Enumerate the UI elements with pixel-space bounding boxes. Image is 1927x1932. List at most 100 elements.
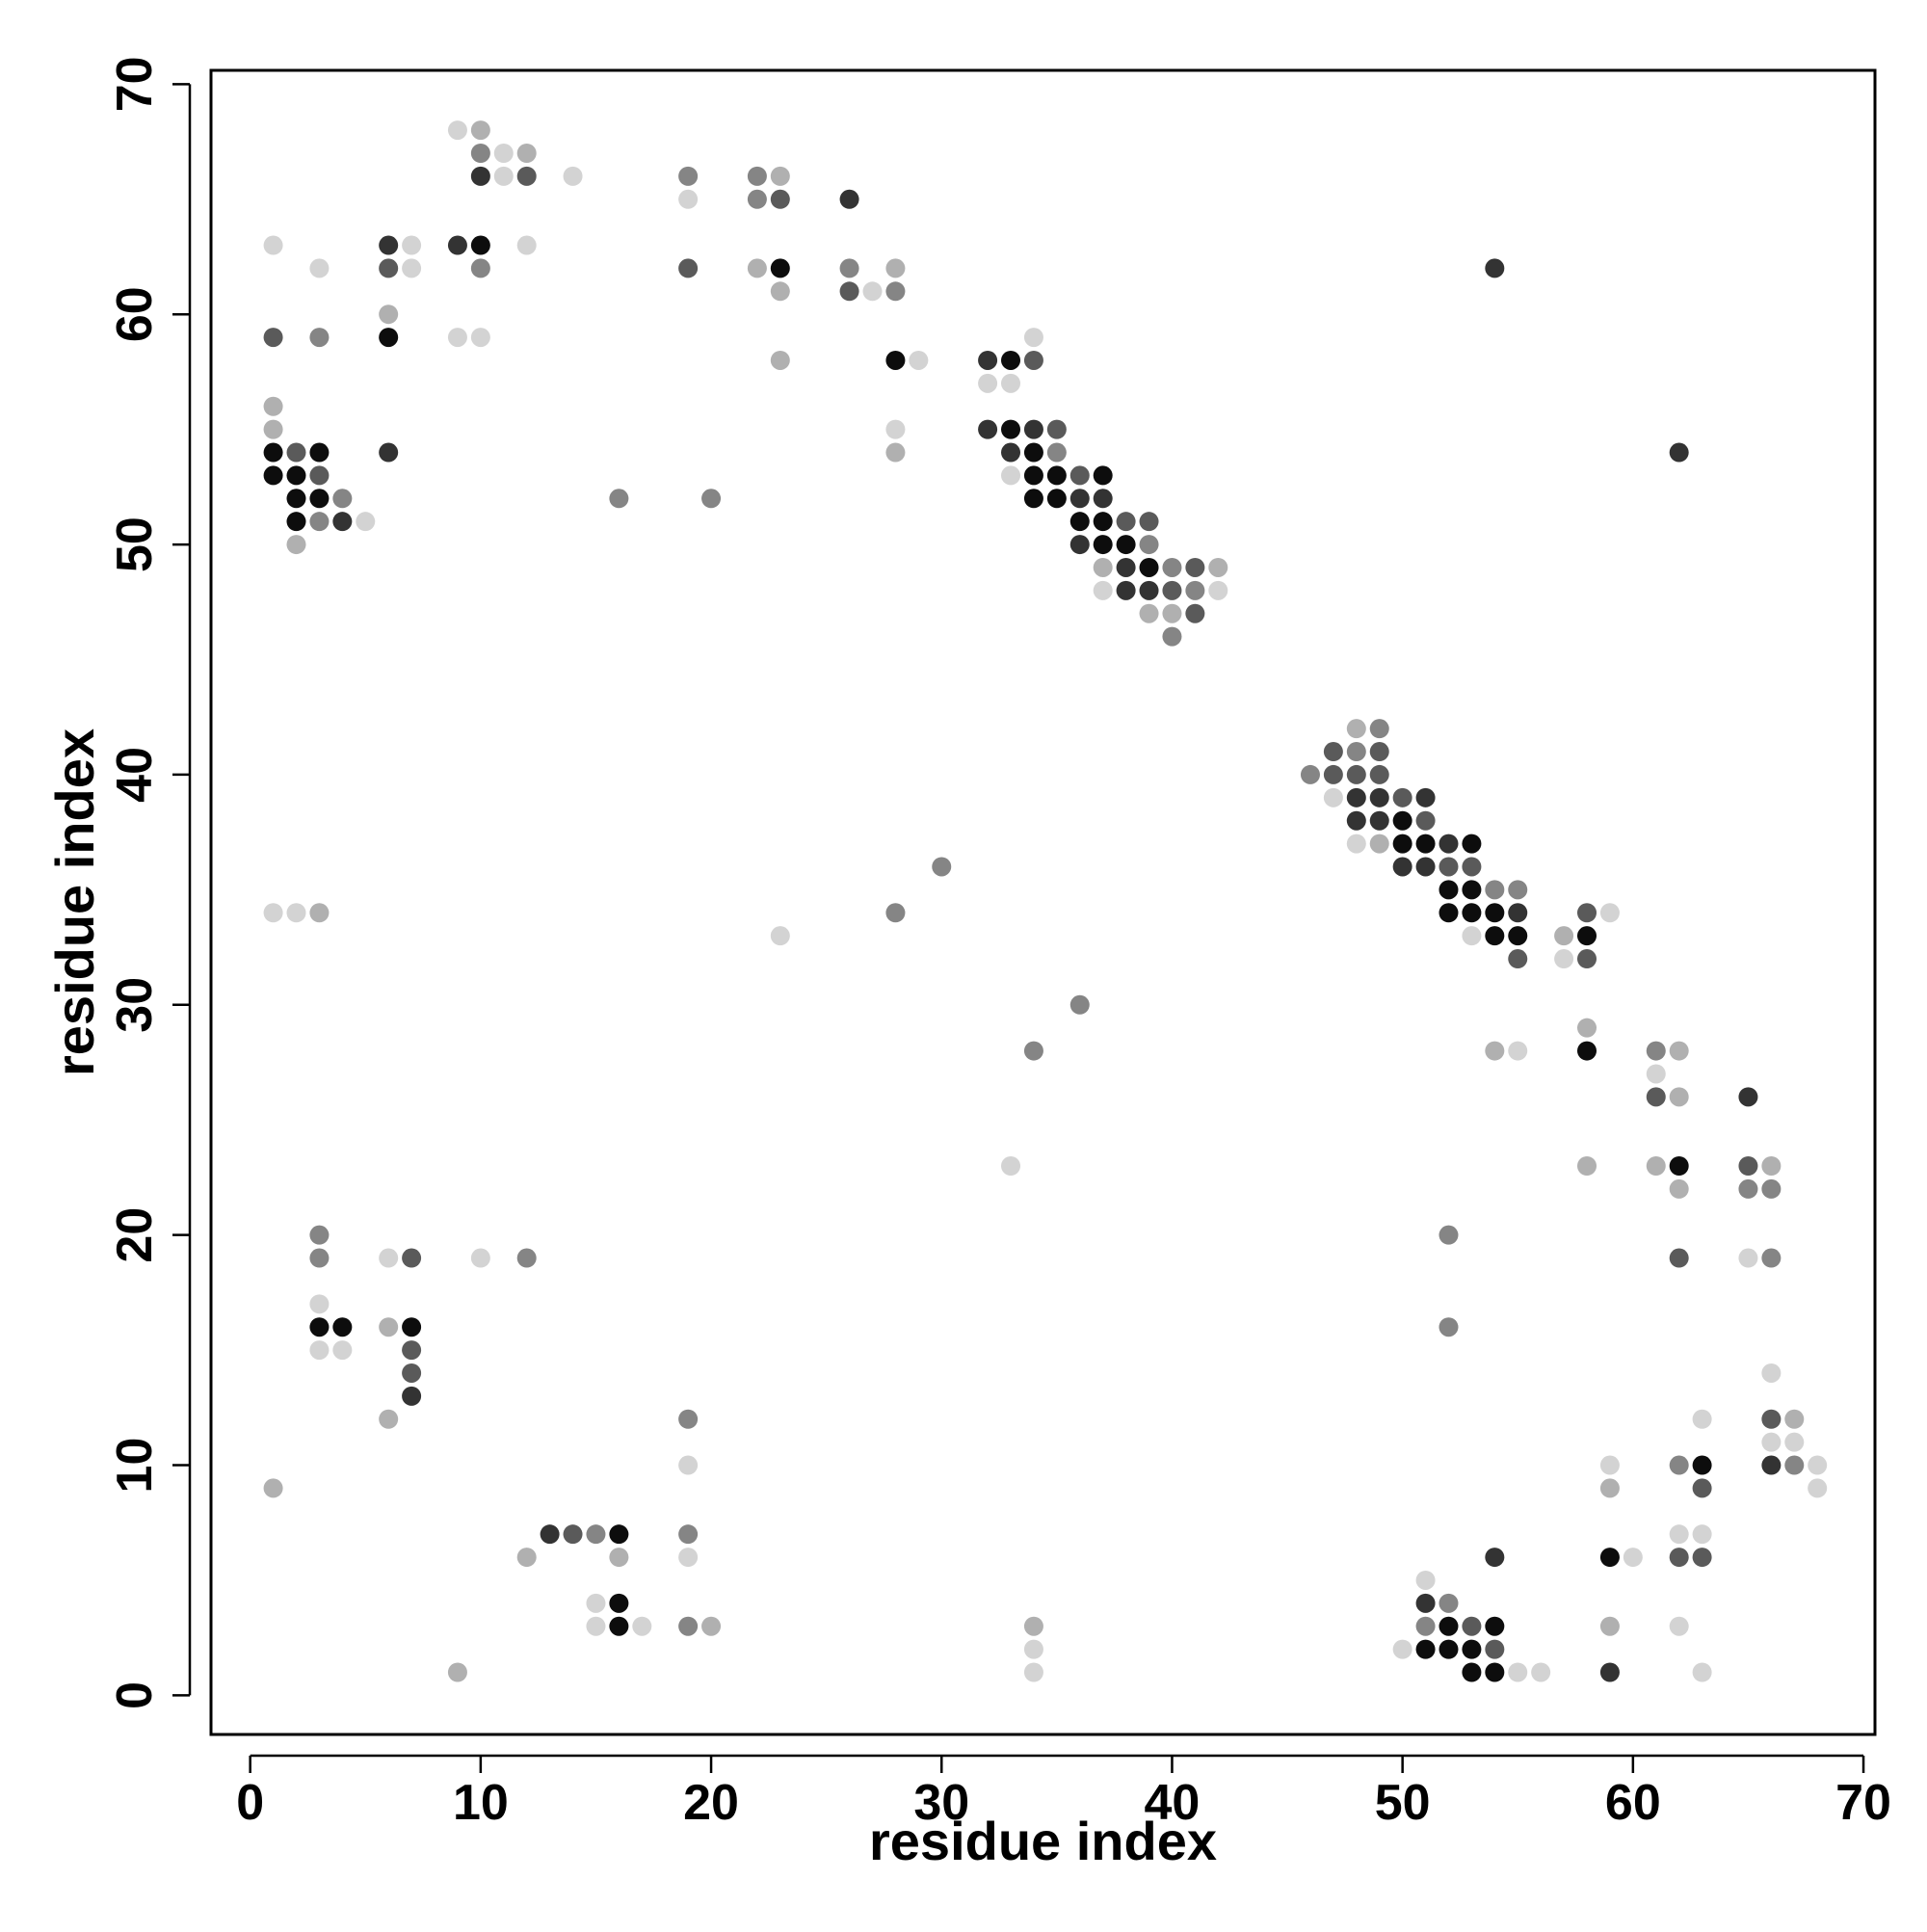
contact-point <box>1485 1616 1505 1636</box>
contact-point <box>1692 1478 1712 1498</box>
contact-point <box>1462 834 1482 854</box>
contact-point <box>770 166 790 186</box>
contact-point <box>678 166 699 186</box>
contact-point <box>1415 1616 1436 1636</box>
contact-point <box>1023 350 1043 370</box>
contact-point <box>678 1548 699 1568</box>
x-tick-label: 60 <box>1605 1775 1661 1831</box>
contact-point <box>1738 1156 1758 1177</box>
contact-point <box>447 328 467 348</box>
contact-point <box>1808 1478 1828 1498</box>
contact-point <box>1323 764 1343 784</box>
contact-point <box>379 328 399 348</box>
contact-point <box>286 489 306 509</box>
y-tick-label: 30 <box>107 977 163 1033</box>
contact-point <box>1485 1662 1505 1682</box>
contact-point <box>1046 442 1067 463</box>
y-axis-label: residue index <box>44 728 105 1076</box>
contact-point <box>1669 1524 1689 1545</box>
contact-point <box>1485 880 1505 900</box>
contact-point <box>1669 1178 1689 1199</box>
contact-point <box>286 442 306 463</box>
contact-point <box>1300 764 1320 784</box>
contact-point <box>701 489 722 509</box>
contact-point <box>1369 764 1389 784</box>
contact-point <box>1808 1455 1828 1475</box>
contact-point <box>1738 1178 1758 1199</box>
contact-point <box>632 1616 652 1636</box>
contact-point <box>1369 742 1389 762</box>
contact-point <box>493 143 514 163</box>
contact-point <box>1485 903 1505 923</box>
contact-point <box>1761 1156 1782 1177</box>
contact-point <box>1346 764 1366 784</box>
contact-point <box>286 512 306 532</box>
contact-point <box>1346 742 1366 762</box>
contact-point <box>1023 1639 1043 1659</box>
contact-point <box>1093 512 1113 532</box>
contact-point <box>1646 1087 1666 1107</box>
contact-point <box>1415 857 1436 877</box>
contact-point <box>309 1317 330 1337</box>
contact-point <box>1208 557 1228 577</box>
contact-point <box>1415 787 1436 807</box>
contact-point <box>1485 1041 1505 1061</box>
contact-point <box>770 350 790 370</box>
contact-point <box>356 512 376 532</box>
x-axis: 0 10 20 30 40 50 60 70 <box>236 1754 1891 1831</box>
contact-point <box>379 1317 399 1337</box>
contact-point <box>1185 603 1205 623</box>
contact-point <box>678 1524 699 1545</box>
contact-point <box>332 1340 353 1361</box>
contact-point <box>1508 1662 1528 1682</box>
contact-point <box>263 419 283 439</box>
contact-point <box>309 512 330 532</box>
x-tick-label: 50 <box>1375 1775 1431 1831</box>
contact-point <box>1577 903 1597 923</box>
contact-point <box>839 258 859 278</box>
contact-point <box>263 1478 283 1498</box>
contact-point <box>309 1294 330 1314</box>
contact-point <box>286 465 306 486</box>
contact-point <box>586 1593 606 1613</box>
contact-point <box>932 857 952 877</box>
contact-point <box>470 1248 490 1268</box>
contact-point <box>678 189 699 209</box>
contact-point <box>1046 419 1067 439</box>
contact-point <box>1531 1662 1551 1682</box>
contact-point <box>1392 857 1412 877</box>
contact-point <box>1392 810 1412 831</box>
x-tick-label: 30 <box>913 1775 969 1831</box>
x-axis-label: residue index <box>869 1811 1217 1871</box>
contact-point <box>1462 1639 1482 1659</box>
contact-point <box>770 189 790 209</box>
contact-point <box>470 235 490 255</box>
x-tick-label: 70 <box>1835 1775 1891 1831</box>
contact-point <box>286 535 306 555</box>
contact-point <box>332 512 353 532</box>
contact-point <box>1069 512 1090 532</box>
contact-point <box>1369 810 1389 831</box>
contact-point <box>1139 535 1159 555</box>
contact-point <box>1069 489 1090 509</box>
contact-point <box>1069 994 1090 1015</box>
contact-point <box>402 235 422 255</box>
contact-point <box>402 1340 422 1361</box>
contact-point <box>678 1616 699 1636</box>
contact-point <box>1599 1478 1620 1498</box>
contact-point <box>1415 810 1436 831</box>
contact-point <box>1669 1548 1689 1568</box>
contact-point <box>770 281 790 302</box>
contact-point <box>1669 442 1689 463</box>
contact-point <box>402 1248 422 1268</box>
contact-point <box>1784 1455 1805 1475</box>
contact-point <box>1439 1317 1459 1337</box>
contact-point <box>978 350 998 370</box>
contact-point <box>402 1386 422 1406</box>
contact-point <box>1346 810 1366 831</box>
contact-point <box>286 903 306 923</box>
contact-point <box>1116 535 1136 555</box>
contact-point <box>1761 1178 1782 1199</box>
contact-point <box>1415 1593 1436 1613</box>
contact-point <box>1323 742 1343 762</box>
